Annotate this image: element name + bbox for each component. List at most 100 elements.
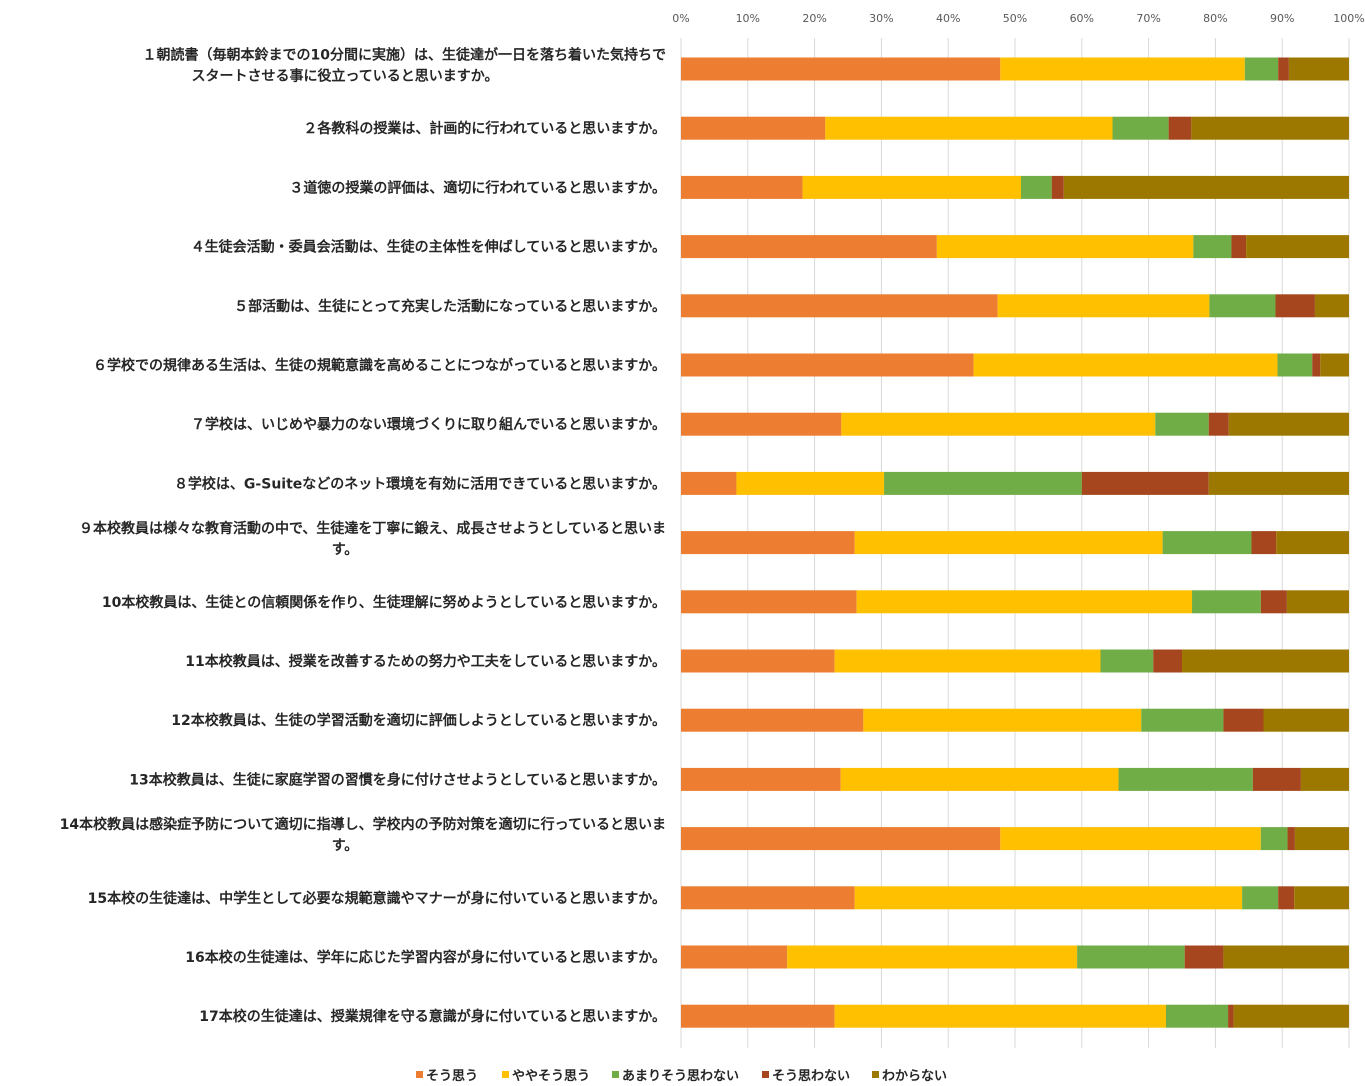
bar-segment-1: [681, 886, 855, 910]
x-tick-label: 10%: [736, 12, 760, 25]
category-label: ３道徳の授業の評価は、適切に行われていると思いますか。: [289, 179, 666, 196]
x-tick-label: 0%: [672, 12, 689, 25]
bar-segment-1: [681, 353, 974, 377]
bar-segment-4: [1312, 353, 1321, 377]
x-tick-label: 20%: [802, 12, 826, 25]
bar-segment-3: [884, 471, 1082, 495]
bar-segment-1: [681, 412, 842, 436]
bar-segment-3: [1244, 57, 1279, 81]
bar-segment-1: [681, 175, 803, 199]
bar-segment-2: [854, 886, 1243, 910]
category-label: 15本校の生徒達は、中学生として必要な規範意識やマナーが身に付いていると思います…: [88, 890, 666, 907]
bar-segment-5: [1233, 1004, 1349, 1028]
x-tick-label: 40%: [936, 12, 960, 25]
bar-segment-1: [681, 945, 788, 969]
bar-segment-4: [1184, 945, 1224, 969]
legend-item: そう思う: [416, 1069, 478, 1084]
bar-segment-4: [1081, 471, 1209, 495]
legend-label: そう思う: [426, 1069, 478, 1084]
legend-item: あまりそう思わない: [612, 1069, 739, 1084]
category-label: 12本校教員は、生徒の学習活動を適切に評価しようとしていると思いますか。: [171, 712, 666, 729]
bar-segment-4: [1278, 57, 1289, 81]
legend-swatch: [502, 1071, 509, 1078]
bar-segment-5: [1263, 708, 1349, 732]
legend-label: あまりそう思わない: [622, 1069, 739, 1084]
bar-segment-5: [1223, 945, 1349, 969]
bar-segment-5: [1286, 590, 1349, 614]
legend-swatch: [872, 1071, 879, 1078]
category-label: ５部活動は、生徒にとって充実した活動になっていると思いますか。: [234, 298, 666, 315]
legend-item: ややそう思う: [502, 1069, 590, 1084]
legend-item: そう思わない: [762, 1069, 850, 1084]
bar-segment-2: [856, 590, 1193, 614]
bar-segment-3: [1193, 235, 1232, 259]
bar-segment-3: [1155, 412, 1209, 436]
bar-segment-3: [1165, 1004, 1229, 1028]
bar-segment-4: [1051, 175, 1064, 199]
category-label: ８学校は、G-Suiteなどのネット環境を有効に活用できていると思いますか。: [174, 475, 666, 492]
bar-segment-5: [1320, 353, 1349, 377]
bar-segment-1: [681, 767, 841, 791]
bar-segment-5: [1314, 294, 1349, 318]
category-label: ７学校は、いじめや暴力のない環境づくりに取り組んでいると思いますか。: [191, 416, 666, 433]
bar-segment-2: [841, 412, 1156, 436]
x-tick-label: 100%: [1333, 12, 1364, 25]
category-label: 17本校の生徒達は、授業規律を守る意識が身に付いていると思いますか。: [199, 1008, 666, 1025]
legend-swatch: [416, 1071, 423, 1078]
bar-segment-2: [736, 471, 885, 495]
bar-segment-4: [1251, 531, 1277, 555]
bar-segment-5: [1288, 57, 1349, 81]
bar-segment-5: [1276, 531, 1349, 555]
bar-segment-2: [834, 1004, 1166, 1028]
bar-segment-1: [681, 708, 864, 732]
category-label: ９本校教員は様々な教育活動の中で、生徒達を丁寧に鍛え、成長させようとしていると思…: [79, 520, 666, 537]
bar-segment-3: [1277, 353, 1313, 377]
bar-segment-1: [681, 235, 937, 259]
bar-segment-3: [1162, 531, 1252, 555]
bar-segment-1: [681, 116, 826, 140]
category-label: 14本校教員は感染症予防について適切に指導し、学校内の予防対策を適切に行っている…: [60, 816, 666, 833]
bar-segment-2: [834, 649, 1101, 673]
bar-area: [681, 57, 1349, 1028]
x-tick-label: 50%: [1003, 12, 1027, 25]
bar-segment-3: [1141, 708, 1224, 732]
legend-label: そう思わない: [772, 1069, 850, 1084]
bar-segment-4: [1231, 235, 1247, 259]
bar-segment-2: [840, 767, 1119, 791]
bar-segment-5: [1228, 412, 1349, 436]
bar-segment-5: [1063, 175, 1349, 199]
bar-segment-3: [1242, 886, 1279, 910]
bar-segment-5: [1208, 471, 1349, 495]
bar-segment-1: [681, 294, 998, 318]
bar-segment-1: [681, 1004, 835, 1028]
bar-segment-5: [1191, 116, 1349, 140]
x-tick-label: 30%: [869, 12, 893, 25]
bar-segment-3: [1021, 175, 1052, 199]
category-label: 16本校の生徒達は、学年に応じた学習内容が身に付いていると思いますか。: [185, 949, 666, 966]
bar-segment-5: [1300, 767, 1349, 791]
bar-segment-3: [1077, 945, 1185, 969]
category-label: 11本校教員は、授業を改善するための努力や工夫をしていると思いますか。: [185, 653, 666, 670]
bar-segment-5: [1294, 827, 1349, 851]
bar-segment-2: [936, 235, 1194, 259]
category-label: ２各教科の授業は、計画的に行われていると思いますか。: [303, 120, 666, 137]
bar-segment-4: [1223, 708, 1264, 732]
bar-segment-4: [1228, 1004, 1234, 1028]
bar-segment-2: [997, 294, 1210, 318]
bar-segment-4: [1153, 649, 1182, 673]
bar-segment-2: [973, 353, 1278, 377]
bar-segment-3: [1192, 590, 1261, 614]
bar-segment-4: [1278, 886, 1295, 910]
bar-segment-4: [1260, 590, 1287, 614]
legend: そう思う ややそう思う あまりそう思わない そう思わない わからない: [416, 1069, 947, 1084]
bar-segment-2: [854, 531, 1163, 555]
legend-label: わからない: [882, 1069, 947, 1084]
category-label: １朝読書（毎朝本鈴までの10分間に実施）は、生徒達が一日を落ち着いた気持ちで: [143, 47, 666, 64]
bar-segment-2: [1000, 827, 1261, 851]
category-label: ４生徒会活動・委員会活動は、生徒の主体性を伸ばしていると思いますか。: [191, 239, 666, 256]
bar-segment-1: [681, 590, 857, 614]
category-label: 10本校教員は、生徒との信頼関係を作り、生徒理解に努めようとしていると思いますか…: [102, 594, 666, 611]
x-axis-ticks: 0% 10% 20% 30% 40% 50% 60% 70% 80% 90% 100%: [672, 12, 1364, 25]
bar-segment-1: [681, 471, 737, 495]
